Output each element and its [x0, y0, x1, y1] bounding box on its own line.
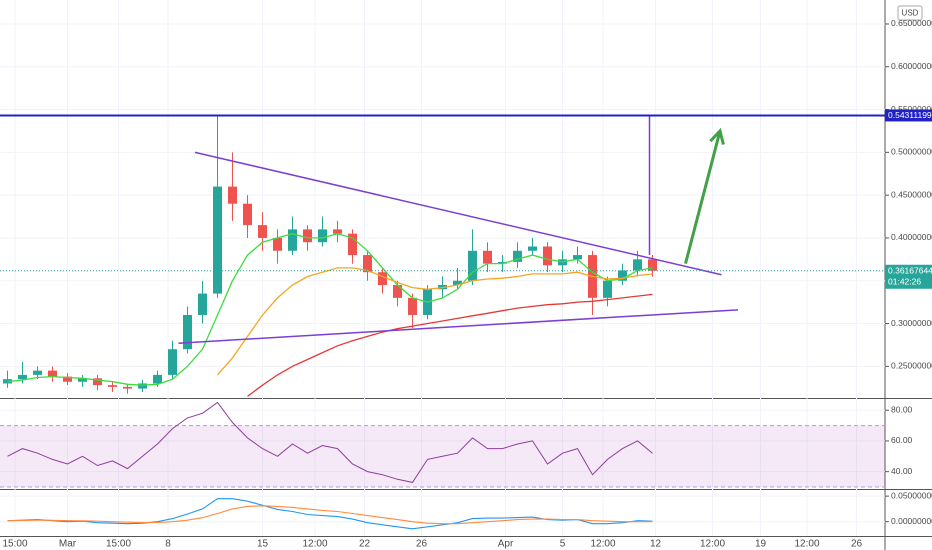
currency-box [897, 5, 923, 21]
x-tick-label: 15 [257, 539, 269, 550]
candle-body [63, 376, 72, 382]
y-tick-label: 0.55000000 [891, 104, 932, 114]
candle-body [48, 370, 57, 377]
candle-body [33, 370, 42, 375]
last-price-label: 0.36167644 [888, 265, 932, 275]
candle-body [78, 378, 87, 382]
x-tick-label: 8 [165, 539, 171, 550]
arrow-head [709, 127, 725, 145]
y-tick-label: 0.30000000 [891, 318, 932, 328]
candle-body [528, 246, 537, 251]
countdown-label: 01:42:26 [888, 276, 921, 286]
macd-line [7, 505, 653, 525]
candle-body [168, 349, 177, 375]
resistance-label: 0.54311199 [888, 110, 932, 120]
moving-average [217, 267, 653, 376]
x-tick-label: 19 [755, 539, 767, 550]
currency-label: USD [902, 9, 919, 18]
candle-body [513, 250, 522, 262]
resistance-label-box [885, 109, 932, 122]
y-tick-label: 60.00 [891, 435, 913, 445]
y-tick-label: 80.00 [891, 404, 913, 414]
x-tick-label: 22 [359, 539, 371, 550]
candle-body [543, 246, 552, 266]
x-tick-label: 5 [560, 539, 566, 550]
x-tick-label: 15:00 [106, 539, 131, 550]
y-tick-label: 0.60000000 [891, 61, 932, 71]
x-tick-label: 26 [851, 539, 863, 550]
y-tick-label: 0.25000000 [891, 361, 932, 371]
trend-line [178, 309, 739, 344]
candle-body [633, 259, 642, 271]
candle-body [573, 255, 582, 260]
rsi-line [7, 401, 653, 483]
candle-body [333, 229, 342, 234]
candle-body [303, 229, 312, 243]
candle-body [228, 186, 237, 204]
candle-body [498, 261, 507, 264]
candle-body [648, 259, 657, 271]
candle-body [618, 270, 627, 281]
x-tick-label: 26 [416, 539, 428, 550]
y-tick-label: 0.00000000 [891, 516, 932, 526]
y-tick-label: 0.45000000 [891, 189, 932, 199]
candle-body [468, 250, 477, 281]
candle-body [408, 297, 417, 315]
candle-body [138, 383, 147, 389]
x-tick-label: 15:00 [2, 539, 27, 550]
candle-body [258, 225, 267, 238]
x-tick-label: 12:00 [302, 539, 327, 550]
x-tick-label: 12:00 [794, 539, 819, 550]
y-tick-label: 40.00 [891, 466, 913, 476]
y-tick-label: 0.50000000 [891, 147, 932, 157]
candle-body [348, 233, 357, 256]
moving-average [7, 233, 653, 386]
trend-line [194, 151, 722, 276]
x-tick-label: 12:00 [590, 539, 615, 550]
moving-average [247, 293, 653, 397]
candle-body [198, 293, 207, 315]
candle-body [453, 280, 462, 286]
arrow [684, 130, 722, 264]
x-tick-label: Mar [59, 539, 77, 550]
last-price-box [885, 264, 932, 289]
x-tick-label: 12:00 [700, 539, 725, 550]
candle-body [213, 186, 222, 294]
candle-body [93, 378, 102, 386]
y-tick-label: 0.05000000 [891, 490, 932, 500]
candle-body [243, 203, 252, 226]
candle-body [288, 229, 297, 251]
candle-body [108, 385, 117, 387]
candle-body [318, 229, 327, 243]
candle-body [153, 374, 162, 384]
candle-body [483, 250, 492, 264]
candle-body [273, 237, 282, 251]
candle-body [363, 255, 372, 273]
candle-body [183, 314, 192, 350]
y-tick-label: 0.40000000 [891, 232, 932, 242]
candle-body [603, 280, 612, 298]
x-tick-label: 12 [650, 539, 662, 550]
candle-body [123, 386, 132, 389]
candle-body [18, 374, 27, 380]
candle-body [378, 272, 387, 286]
candle-body [393, 285, 402, 298]
y-tick-label: 0.65000000 [891, 18, 932, 28]
x-tick-label: Apr [498, 539, 514, 550]
